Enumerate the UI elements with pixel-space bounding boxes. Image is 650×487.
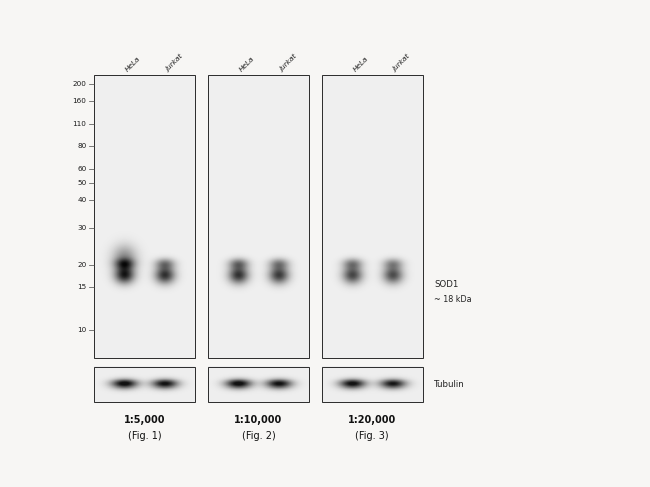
Text: HeLa: HeLa bbox=[125, 56, 142, 73]
Bar bbox=[208, 367, 309, 402]
Text: Jurkat: Jurkat bbox=[278, 54, 298, 73]
Text: 60: 60 bbox=[77, 166, 86, 172]
Text: 30: 30 bbox=[77, 225, 86, 231]
Bar bbox=[94, 367, 195, 402]
Bar bbox=[94, 75, 195, 358]
Text: ~ 18 kDa: ~ 18 kDa bbox=[434, 295, 472, 304]
Text: HeLa: HeLa bbox=[238, 56, 255, 73]
Text: 200: 200 bbox=[73, 81, 86, 87]
Text: Jurkat: Jurkat bbox=[393, 54, 411, 73]
Bar bbox=[322, 75, 422, 358]
Text: (Fig. 3): (Fig. 3) bbox=[356, 431, 389, 441]
Bar bbox=[208, 75, 309, 358]
Text: 20: 20 bbox=[77, 262, 86, 268]
Text: 110: 110 bbox=[73, 120, 86, 127]
Text: 1:10,000: 1:10,000 bbox=[234, 415, 283, 426]
Bar bbox=[322, 367, 422, 402]
Text: 1:20,000: 1:20,000 bbox=[348, 415, 396, 426]
Text: 50: 50 bbox=[77, 180, 86, 186]
Text: HeLa: HeLa bbox=[352, 56, 369, 73]
Text: 40: 40 bbox=[77, 197, 86, 203]
Text: 15: 15 bbox=[77, 284, 86, 290]
Text: (Fig. 1): (Fig. 1) bbox=[128, 431, 161, 441]
Text: Jurkat: Jurkat bbox=[165, 54, 184, 73]
Text: 80: 80 bbox=[77, 143, 86, 149]
Text: Tubulin: Tubulin bbox=[434, 380, 465, 389]
Text: 10: 10 bbox=[77, 327, 86, 333]
Text: SOD1: SOD1 bbox=[434, 281, 459, 289]
Text: 160: 160 bbox=[73, 98, 86, 104]
Text: (Fig. 2): (Fig. 2) bbox=[242, 431, 275, 441]
Text: 1:5,000: 1:5,000 bbox=[124, 415, 165, 426]
